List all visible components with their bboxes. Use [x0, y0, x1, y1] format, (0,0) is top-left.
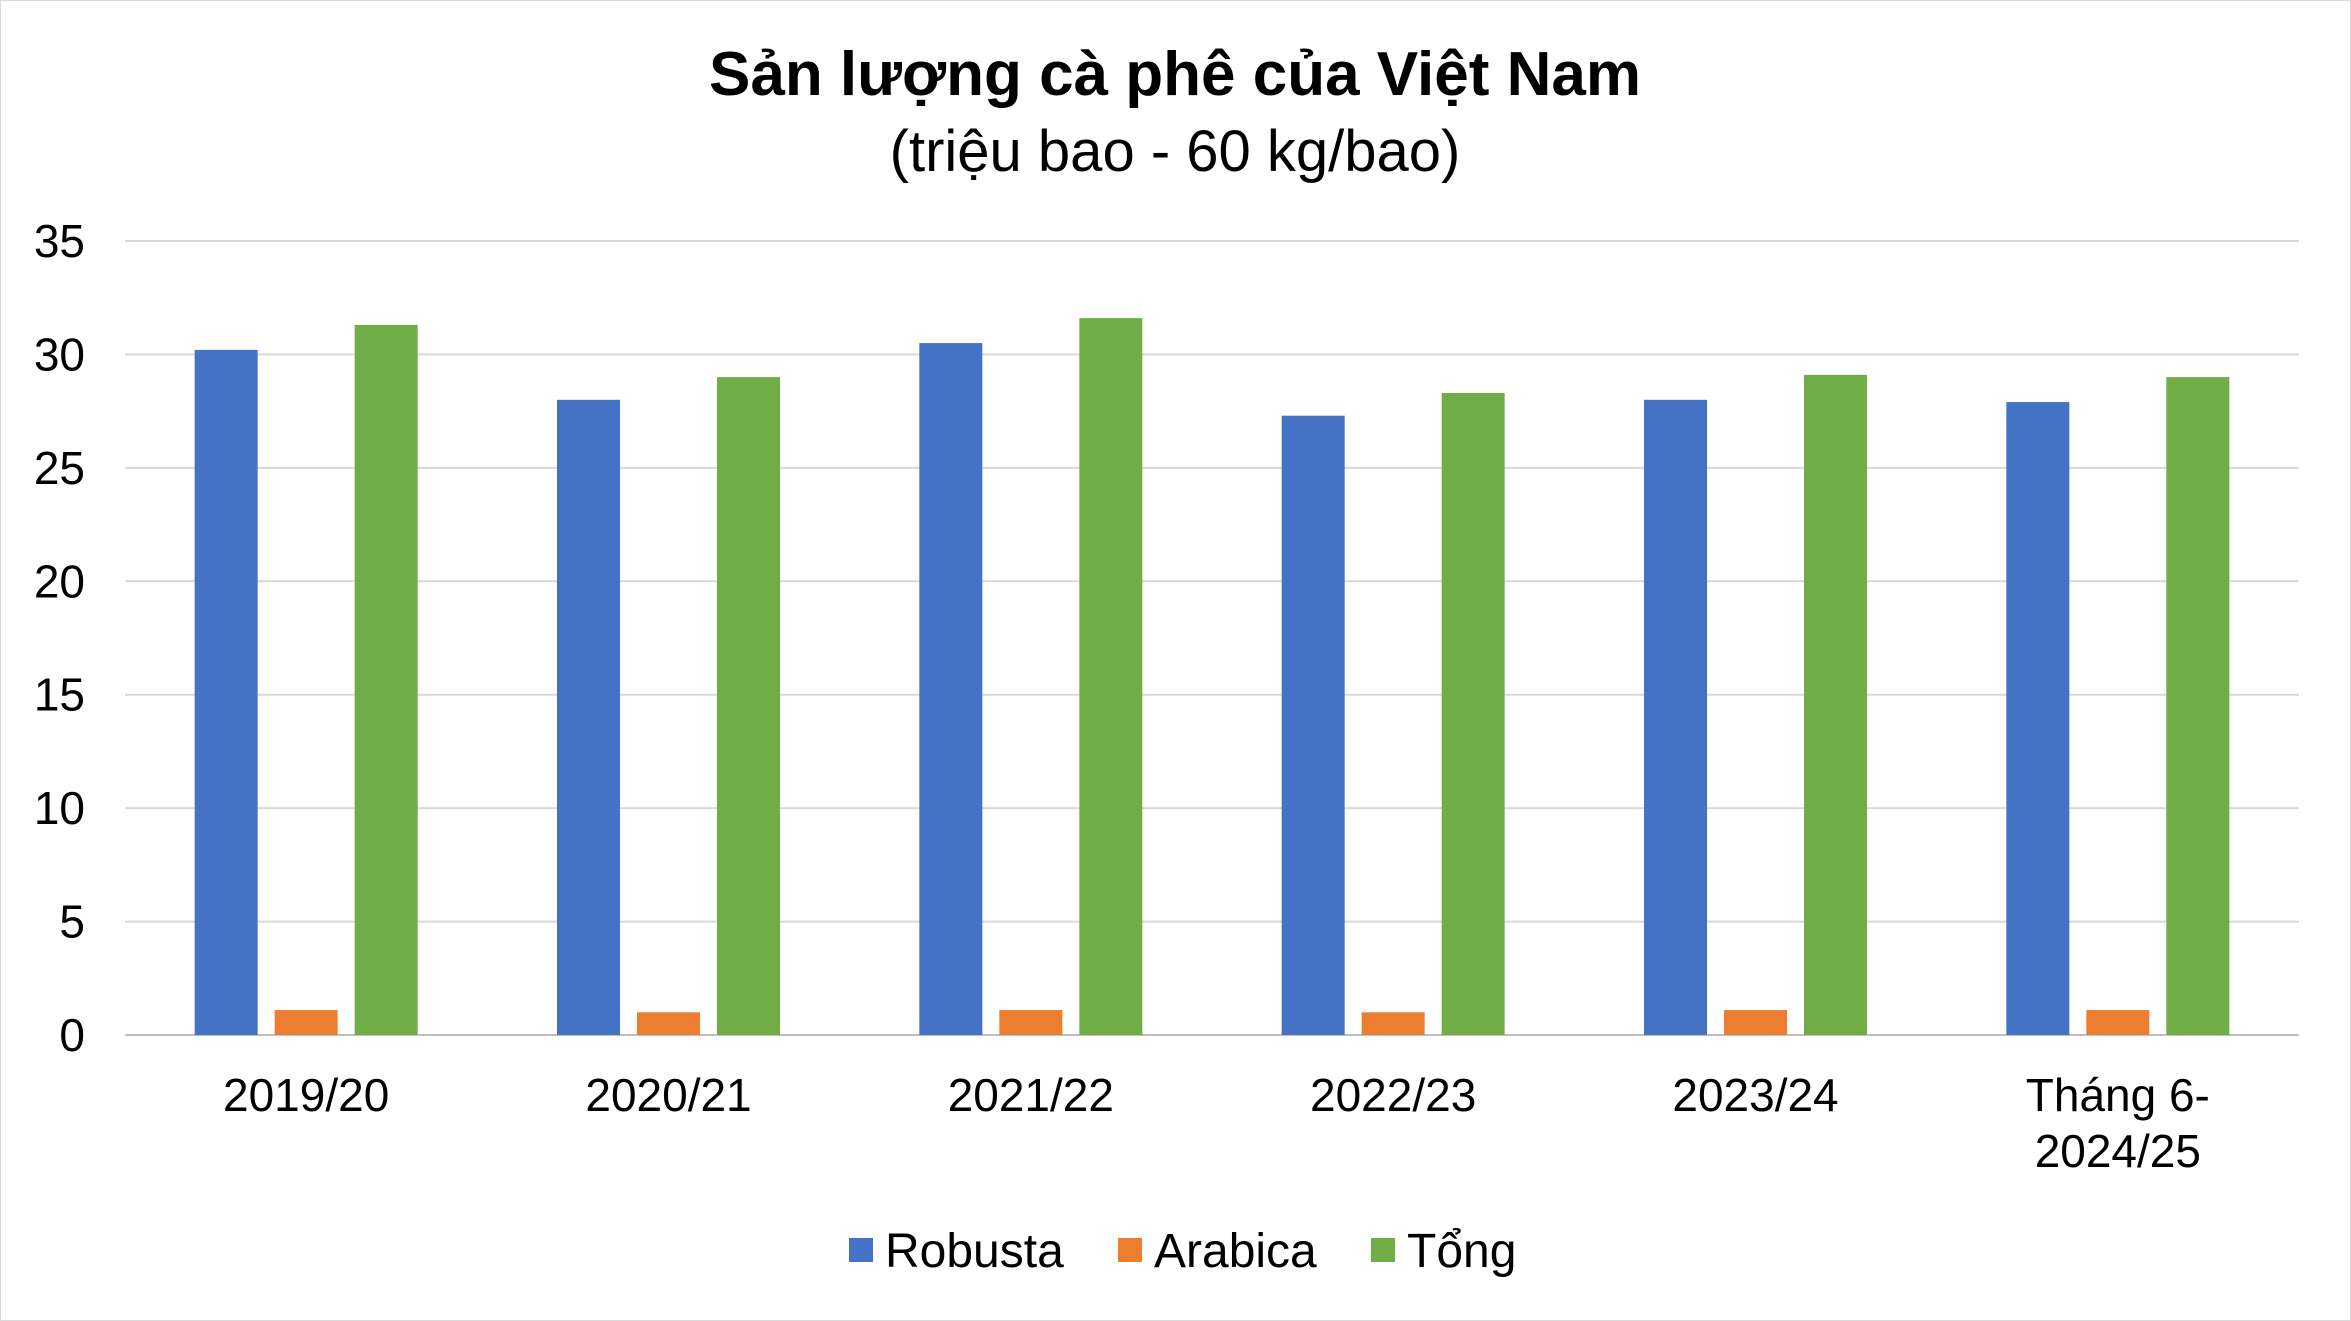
- x-tick-label: Tháng 6-: [2026, 1069, 2210, 1121]
- bar-tổng-4: [1804, 374, 1867, 1035]
- bar-arabica-3: [1361, 1012, 1425, 1035]
- bar-tổng-1: [717, 377, 780, 1036]
- legend-swatch-0: [849, 1238, 873, 1262]
- y-tick-label: 30: [34, 328, 85, 380]
- bar-robusta-3: [1281, 415, 1345, 1035]
- y-tick-label: 5: [59, 896, 85, 948]
- legend-swatch-1: [1118, 1238, 1142, 1262]
- y-axis-ticks: 0 5 10 15 20 25 30 35: [34, 215, 85, 1061]
- x-tick-label: 2020/21: [585, 1069, 751, 1121]
- x-axis-ticks: 2019/20 2020/21 2021/22 2022/23 2023/24 Tháng…: [223, 1069, 2210, 1177]
- y-tick-label: 25: [34, 442, 85, 494]
- y-tick-label: 0: [59, 1009, 85, 1061]
- y-tick-label: 20: [34, 555, 85, 607]
- bar-arabica-1: [637, 1012, 700, 1035]
- bar-arabica-2: [999, 1010, 1063, 1035]
- legend-label: Tổng: [1407, 1225, 1516, 1278]
- legend-label: Robusta: [885, 1225, 1064, 1278]
- y-tick-label: 15: [34, 669, 85, 721]
- x-tick-label: 2022/23: [1310, 1069, 1476, 1121]
- x-tick-label: 2019/20: [223, 1069, 389, 1121]
- legend-label: Arabica: [1154, 1225, 1317, 1278]
- gridlines: [125, 240, 2299, 1036]
- x-tick-label: 2021/22: [948, 1069, 1114, 1121]
- bar-robusta-0: [194, 349, 258, 1035]
- bar-arabica-4: [1724, 1010, 1787, 1035]
- bar-tổng-5: [2166, 377, 2230, 1036]
- bar-robusta-1: [557, 399, 620, 1035]
- chart-subtitle: (triệu bao - 60 kg/bao): [890, 119, 1461, 184]
- y-tick-label: 10: [34, 782, 85, 834]
- bar-robusta-2: [919, 343, 983, 1036]
- legend: Robusta Arabica Tổng: [849, 1225, 1516, 1278]
- y-tick-label: 35: [34, 215, 85, 267]
- bar-arabica-5: [2086, 1010, 2150, 1035]
- bar-robusta-4: [1644, 399, 1707, 1035]
- bar-arabica-0: [274, 1010, 338, 1035]
- x-tick-label: 2023/24: [1672, 1069, 1838, 1121]
- chart-title: Sản lượng cà phê của Việt Nam: [709, 40, 1641, 109]
- x-tick-label: 2024/25: [2035, 1125, 2201, 1177]
- bar-robusta-5: [2006, 402, 2070, 1035]
- bar-tổng-3: [1441, 392, 1505, 1036]
- legend-swatch-2: [1371, 1238, 1395, 1262]
- bar-tổng-2: [1079, 318, 1143, 1035]
- bar-tổng-0: [354, 324, 418, 1035]
- bars: [194, 318, 2230, 1036]
